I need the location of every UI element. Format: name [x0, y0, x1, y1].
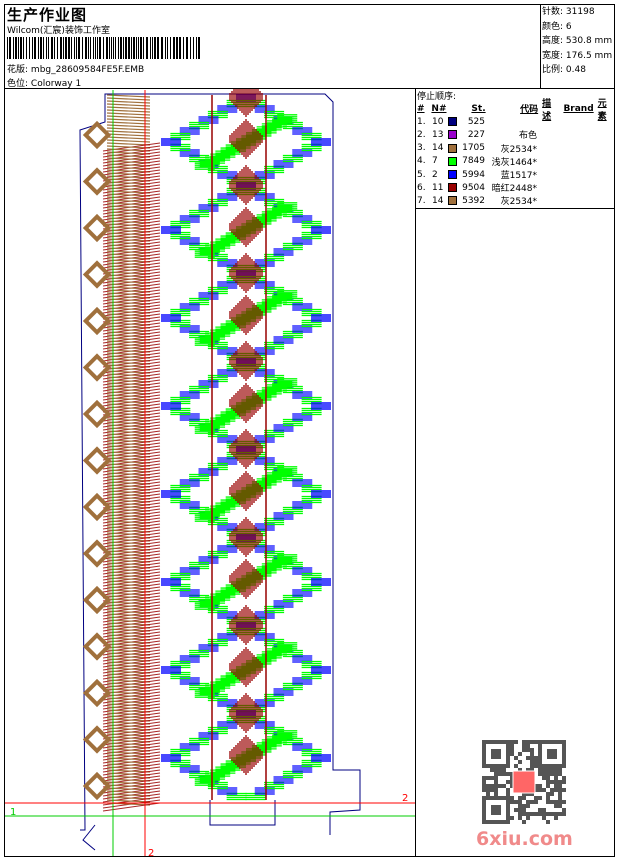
needle-number: 10 [432, 116, 444, 127]
info-stitches: 针数: 31198 [542, 5, 612, 20]
watermark-logo: 6xiu.com [476, 828, 573, 850]
legend-row: 1. 10 525 [417, 115, 615, 128]
colorway: 色位: Colorway 1 [7, 76, 81, 89]
colorway-label: 色位: [7, 79, 29, 89]
stop-sequence-legend: 停止顺序: # N# St. 代码 描述 Brand 元素 1. 10 525 2. 1… [417, 89, 615, 208]
info-value: 0.48 [565, 65, 586, 75]
legend-title: 停止顺序: [417, 92, 457, 102]
color-swatch [448, 183, 457, 193]
needle-number: 14 [432, 143, 444, 154]
barcode [7, 37, 201, 59]
row-index: 4. [417, 156, 426, 167]
page-title: 生产作业图 [7, 6, 88, 24]
info-value: 6 [565, 21, 572, 32]
stitch-count: 7849 [462, 156, 485, 167]
legend-row: 6. 11 9504 暗红2448* [417, 181, 615, 195]
col-header: # [417, 103, 425, 114]
stitch-count: 5392 [462, 195, 485, 206]
thread-code: 蓝1517* [500, 171, 537, 182]
stitch-count: 227 [467, 129, 485, 140]
info-width: 宽度: 176.5 mm [542, 49, 612, 64]
color-swatch [448, 196, 457, 206]
row-index: 3. [417, 143, 426, 154]
needle-number: 7 [432, 156, 438, 167]
info-height: 高度: 530.8 mm [542, 34, 612, 49]
legend-row: 3. 14 1705 灰2534* [417, 142, 615, 155]
col-header: Brand [563, 103, 594, 114]
info-label: 高度: [542, 36, 564, 46]
guide-label-red: 2 [402, 793, 408, 804]
row-index: 7. [417, 195, 426, 206]
col-header: 代码 [520, 105, 539, 116]
info-label: 宽度: [542, 50, 564, 61]
info-label: 颜色: [542, 21, 564, 32]
info-value: 530.8 mm [565, 36, 613, 46]
info-label: 针数: [542, 7, 564, 17]
row-index: 5. [417, 169, 426, 180]
color-swatch [448, 156, 457, 166]
divider [415, 88, 416, 857]
divider [415, 208, 615, 209]
legend-header: # N# St. 代码 描述 Brand 元素 [417, 99, 615, 122]
row-index: 1. [417, 116, 426, 127]
design-value: mbg_28609584FE5F.EMB [30, 65, 145, 75]
row-index: 2. [417, 129, 426, 140]
design-file: 花版: mbg_28609584FE5F.EMB [7, 62, 144, 75]
info-colors: 颜色: 6 [542, 20, 612, 35]
color-swatch [448, 143, 457, 153]
guide-label-green: 1 [10, 807, 16, 818]
needle-number: 2 [432, 169, 438, 180]
thread-code: 浅灰1464* [491, 157, 537, 168]
stitch-count: 9504 [462, 182, 485, 193]
thread-code: 布色 [518, 131, 537, 142]
embroidery-preview: 1 2 2 [5, 89, 415, 856]
stitch-count: 525 [467, 116, 485, 127]
legend-row: 2. 13 227 布色 [417, 128, 615, 142]
thread-code: 暗红2448* [491, 184, 537, 195]
needle-number: 14 [432, 195, 444, 206]
design-info: 针数: 31198 颜色: 6 高度: 530.8 mm 宽度: 176.5 m… [542, 5, 612, 78]
col-header: St. [471, 103, 486, 114]
color-swatch [448, 130, 457, 140]
info-scale: 比例: 0.48 [542, 63, 612, 78]
info-label: 比例: [542, 65, 564, 75]
thread-code: 灰2534* [500, 144, 537, 155]
col-header: 描述 [542, 98, 552, 122]
stitch-count: 1705 [462, 143, 485, 154]
stitch-count: 5994 [462, 169, 485, 180]
legend-row: 4. 7 7849 浅灰1464* [417, 155, 615, 168]
thread-code: 灰2534* [500, 197, 537, 208]
divider [4, 88, 615, 89]
col-header: N# [431, 103, 447, 114]
legend-row: 7. 14 5392 灰2534* [417, 194, 615, 208]
divider [540, 4, 541, 88]
row-index: 6. [417, 182, 426, 193]
colorway-value: Colorway 1 [30, 79, 82, 89]
studio-name: Wilcom(汇宸)装饰工作室 [7, 26, 110, 36]
page-frame [4, 4, 615, 857]
qr-code [482, 740, 566, 824]
needle-number: 13 [432, 129, 444, 140]
color-swatch [448, 170, 457, 180]
needle-number: 11 [432, 182, 444, 193]
col-header: 元素 [597, 98, 607, 122]
design-label: 花版: [7, 65, 29, 75]
info-value: 31198 [565, 7, 595, 17]
legend-row: 5. 2 5994 蓝1517* [417, 168, 615, 182]
info-value: 176.5 mm [565, 50, 613, 61]
color-swatch [448, 117, 457, 127]
guide-label-red-bottom: 2 [148, 848, 154, 856]
